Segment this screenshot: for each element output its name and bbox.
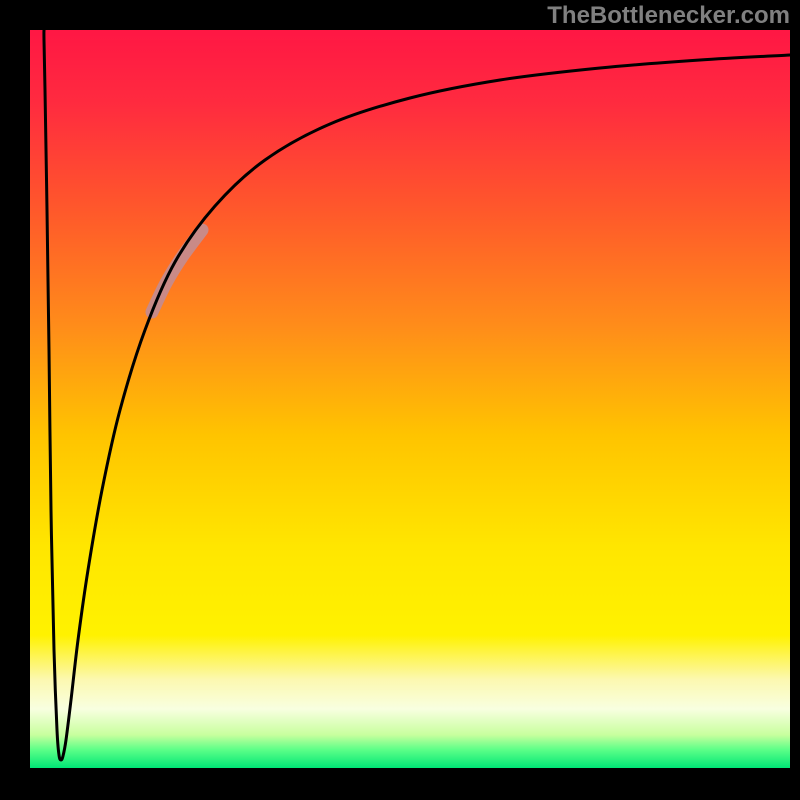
highlight-segment (152, 230, 202, 312)
chart-border-left (0, 0, 30, 800)
bottleneck-curve (44, 30, 790, 760)
bottleneck-chart: TheBottlenecker.com (0, 0, 800, 800)
chart-border-bottom (0, 768, 800, 800)
chart-border-right (790, 0, 800, 800)
watermark-text: TheBottlenecker.com (547, 2, 790, 30)
plot-area (30, 30, 790, 768)
curve-layer (30, 30, 790, 768)
